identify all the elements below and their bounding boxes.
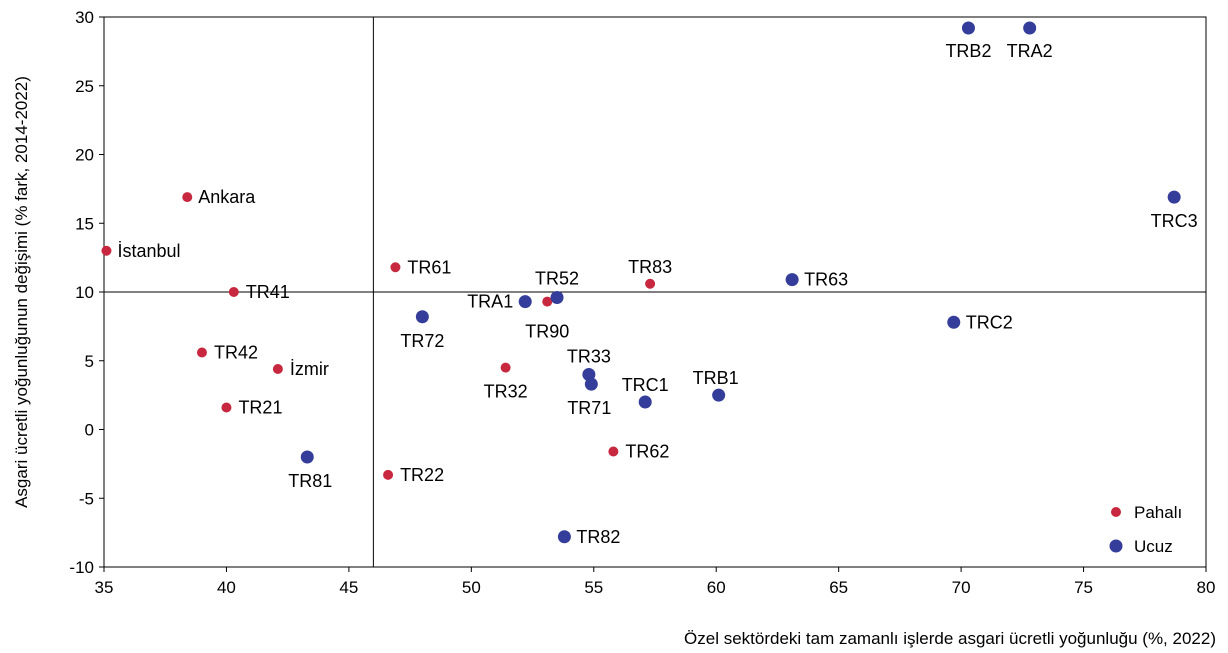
data-point [221,402,232,413]
point-label: TRB2 [945,41,991,61]
x-tick-label: 45 [339,578,358,597]
y-tick-label: -10 [69,558,94,577]
data-point [1023,21,1037,35]
data-point [300,450,314,464]
data-point [542,296,553,307]
point-label: TR61 [407,257,451,277]
y-tick-label: 30 [75,8,94,27]
data-point [608,446,619,457]
x-tick-label: 80 [1197,578,1216,597]
data-point [182,192,193,203]
point-label: TR32 [484,382,528,402]
point-label: TR41 [246,282,290,302]
data-point [638,395,652,409]
point-label: TR83 [628,257,672,277]
x-tick-label: 75 [1074,578,1093,597]
x-tick-label: 60 [707,578,726,597]
data-point [1167,190,1181,204]
point-label: İzmir [290,359,329,379]
point-label: TR52 [535,269,579,289]
y-tick-label: 20 [75,146,94,165]
point-label: TR81 [288,471,332,491]
point-label: TR72 [400,331,444,351]
point-label: TRC2 [966,312,1013,332]
point-label: TR21 [238,398,282,418]
point-label: TRB1 [693,368,739,388]
data-point [712,388,726,402]
data-point [518,295,532,309]
legend-marker [1111,507,1121,517]
legend-marker [1109,539,1123,553]
legend: Pahalı Ucuz [1109,503,1182,556]
y-axis-title: Asgari ücretli yoğunluğunun değişimi (% … [12,76,31,508]
data-point [961,21,975,35]
y-tick-label: 15 [75,214,94,233]
point-label: TRC3 [1151,211,1198,231]
data-point [500,362,511,373]
point-label: TRC1 [622,375,669,395]
x-tick-label: 50 [462,578,481,597]
x-tick-label: 70 [952,578,971,597]
data-points [101,21,1181,544]
point-label: TR63 [804,270,848,290]
x-tick-label: 55 [584,578,603,597]
y-tick-label: 25 [75,77,94,96]
y-tick-label: 10 [75,283,94,302]
y-tick-label: -5 [79,489,94,508]
data-point [550,291,564,304]
point-label: TR33 [567,347,611,367]
point-label: TR82 [576,527,620,547]
data-point [785,273,799,287]
data-point [415,310,429,324]
data-point [947,315,961,329]
x-tick-label: 65 [829,578,848,597]
point-label: TR71 [567,398,611,418]
point-label: TR22 [400,465,444,485]
data-point [228,287,239,297]
axes: 35 40 45 50 55 60 65 70 75 80 -10 -5 0 5 10 15 20 25 30 [69,8,1215,597]
legend-label: Ucuz [1134,537,1173,556]
point-label: TR42 [214,343,258,363]
data-point [101,245,112,256]
legend-label: Pahalı [1134,503,1182,522]
y-tick-label: 5 [85,352,94,371]
data-point [645,278,656,289]
y-tick-label: 0 [85,421,94,440]
point-label: TRA2 [1007,41,1053,61]
point-label: TRA1 [467,292,513,312]
point-label: İstanbul [117,241,180,261]
x-tick-label: 40 [217,578,236,597]
point-label: TR90 [525,322,569,342]
data-labels: Ankara İstanbul TR41 TR42 İzmir TR21 TR61 TR22 T… [117,41,1197,547]
data-point [196,347,207,358]
data-point [390,262,401,273]
data-point [272,364,283,374]
data-point [557,530,571,544]
x-tick-label: 35 [95,578,114,597]
point-label: Ankara [198,187,256,207]
point-label: TR62 [625,442,669,462]
data-point [584,377,598,391]
reference-lines [104,17,1206,567]
x-axis-title: Özel sektördeki tam zamanlı işlerde asga… [684,629,1216,648]
data-point [383,469,394,480]
